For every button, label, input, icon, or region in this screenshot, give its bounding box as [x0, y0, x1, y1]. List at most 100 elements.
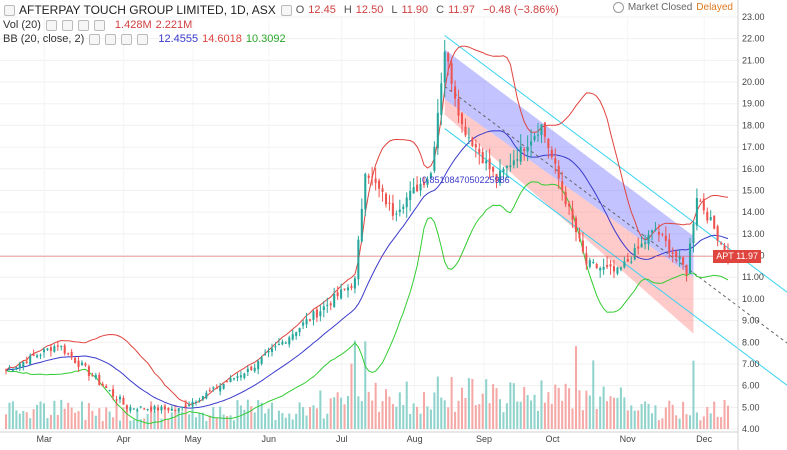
- volume-bar: [616, 397, 619, 429]
- candle-body: [87, 366, 90, 376]
- volume-bar: [478, 404, 481, 429]
- candle-body: [364, 173, 367, 210]
- candle-body: [219, 386, 222, 392]
- settings-icon[interactable]: [280, 4, 292, 16]
- volume-bar: [540, 380, 543, 429]
- candle-body: [647, 234, 650, 244]
- volume-bar: [571, 408, 574, 429]
- candle-body: [253, 367, 256, 372]
- low-value: 11.90: [401, 4, 429, 16]
- volume-bar: [326, 413, 329, 429]
- volume-bar: [226, 416, 229, 429]
- volume-value: 1.428M: [114, 19, 152, 31]
- volume-bar: [433, 392, 436, 429]
- volume-eye-icon[interactable]: [45, 19, 57, 31]
- volume-bar: [471, 378, 474, 429]
- candle-body: [360, 208, 363, 242]
- candle-body: [644, 242, 647, 245]
- candle-body: [77, 360, 80, 368]
- x-tick-label: Sep: [476, 434, 492, 444]
- volume-bar: [547, 392, 550, 429]
- volume-bar: [599, 396, 602, 429]
- volume-bar: [29, 418, 32, 429]
- candle-body: [502, 168, 505, 173]
- candle-body: [592, 261, 595, 263]
- candle-body: [222, 383, 225, 389]
- volume-bar: [42, 403, 46, 429]
- candle-body: [471, 137, 474, 146]
- candle-body: [505, 165, 508, 168]
- candle-body: [270, 348, 274, 353]
- candle-body: [422, 182, 426, 186]
- bb-settings-icon[interactable]: [105, 33, 117, 45]
- volume-bar: [118, 420, 122, 429]
- candle-body: [274, 346, 277, 348]
- y-tick-label: 18.00: [742, 120, 765, 130]
- volume-bar: [239, 405, 242, 429]
- volume-bar: [181, 411, 184, 429]
- volume-bar: [409, 413, 412, 429]
- volume-bar: [388, 396, 391, 429]
- volume-bar: [557, 387, 560, 429]
- candle-body: [201, 396, 204, 400]
- volume-bar: [581, 410, 584, 429]
- bb-upper-value: 14.6018: [202, 33, 242, 45]
- candle-body: [671, 252, 674, 254]
- volume-bar: [91, 410, 94, 429]
- candle-body: [440, 83, 443, 115]
- volume-bar: [720, 417, 723, 429]
- volume-bar: [291, 419, 294, 429]
- candle-body: [678, 256, 681, 260]
- candle-body: [391, 203, 394, 216]
- candle-body: [257, 361, 260, 370]
- high-label: H: [343, 4, 352, 16]
- candle-body: [74, 357, 77, 363]
- volume-bar: [384, 389, 388, 429]
- candle-body: [474, 144, 477, 148]
- candle-body: [281, 341, 284, 345]
- bb-more-icon[interactable]: [137, 33, 149, 45]
- volume-bar: [609, 396, 612, 429]
- volume-bar: [378, 411, 381, 429]
- volume-bar: [284, 417, 287, 429]
- collapse-icon[interactable]: [4, 4, 15, 16]
- candle-body: [250, 366, 253, 371]
- volume-more-icon[interactable]: [93, 19, 105, 31]
- candle-body: [80, 362, 84, 366]
- candle-body: [29, 355, 32, 365]
- candlesticks: [4, 40, 730, 414]
- y-tick-label: 4.00: [742, 424, 760, 434]
- volume-bar: [360, 401, 363, 429]
- bb-eye-icon[interactable]: [89, 33, 101, 45]
- volume-bar: [671, 404, 674, 429]
- candle-body: [46, 348, 49, 350]
- volume-bar: [495, 388, 498, 429]
- volume-bar: [454, 411, 457, 429]
- volume-bar: [585, 390, 588, 429]
- candle-body: [267, 350, 270, 353]
- volume-bar: [4, 414, 8, 429]
- volume-settings-icon[interactable]: [61, 19, 73, 31]
- candle-body: [42, 349, 46, 353]
- candle-body: [226, 381, 229, 383]
- candle-body: [115, 399, 118, 401]
- volume-bar: [139, 419, 142, 429]
- candle-body: [49, 347, 52, 351]
- volume-bar: [492, 384, 495, 429]
- candle-body: [374, 178, 377, 183]
- close-value: 11.97: [448, 4, 475, 16]
- candle-body: [702, 198, 705, 211]
- volume-bar: [612, 397, 616, 429]
- candle-body: [384, 193, 388, 205]
- volume-bar: [125, 407, 128, 429]
- y-tick-label: 23.00: [742, 12, 765, 22]
- volume-bar: [516, 401, 519, 429]
- bb-close-icon[interactable]: [121, 33, 133, 45]
- candle-body: [516, 159, 519, 161]
- volume-bar: [136, 409, 139, 429]
- volume-bar: [709, 413, 712, 429]
- candle-body: [682, 257, 685, 265]
- volume-close-icon[interactable]: [77, 19, 89, 31]
- volume-bar: [25, 412, 28, 429]
